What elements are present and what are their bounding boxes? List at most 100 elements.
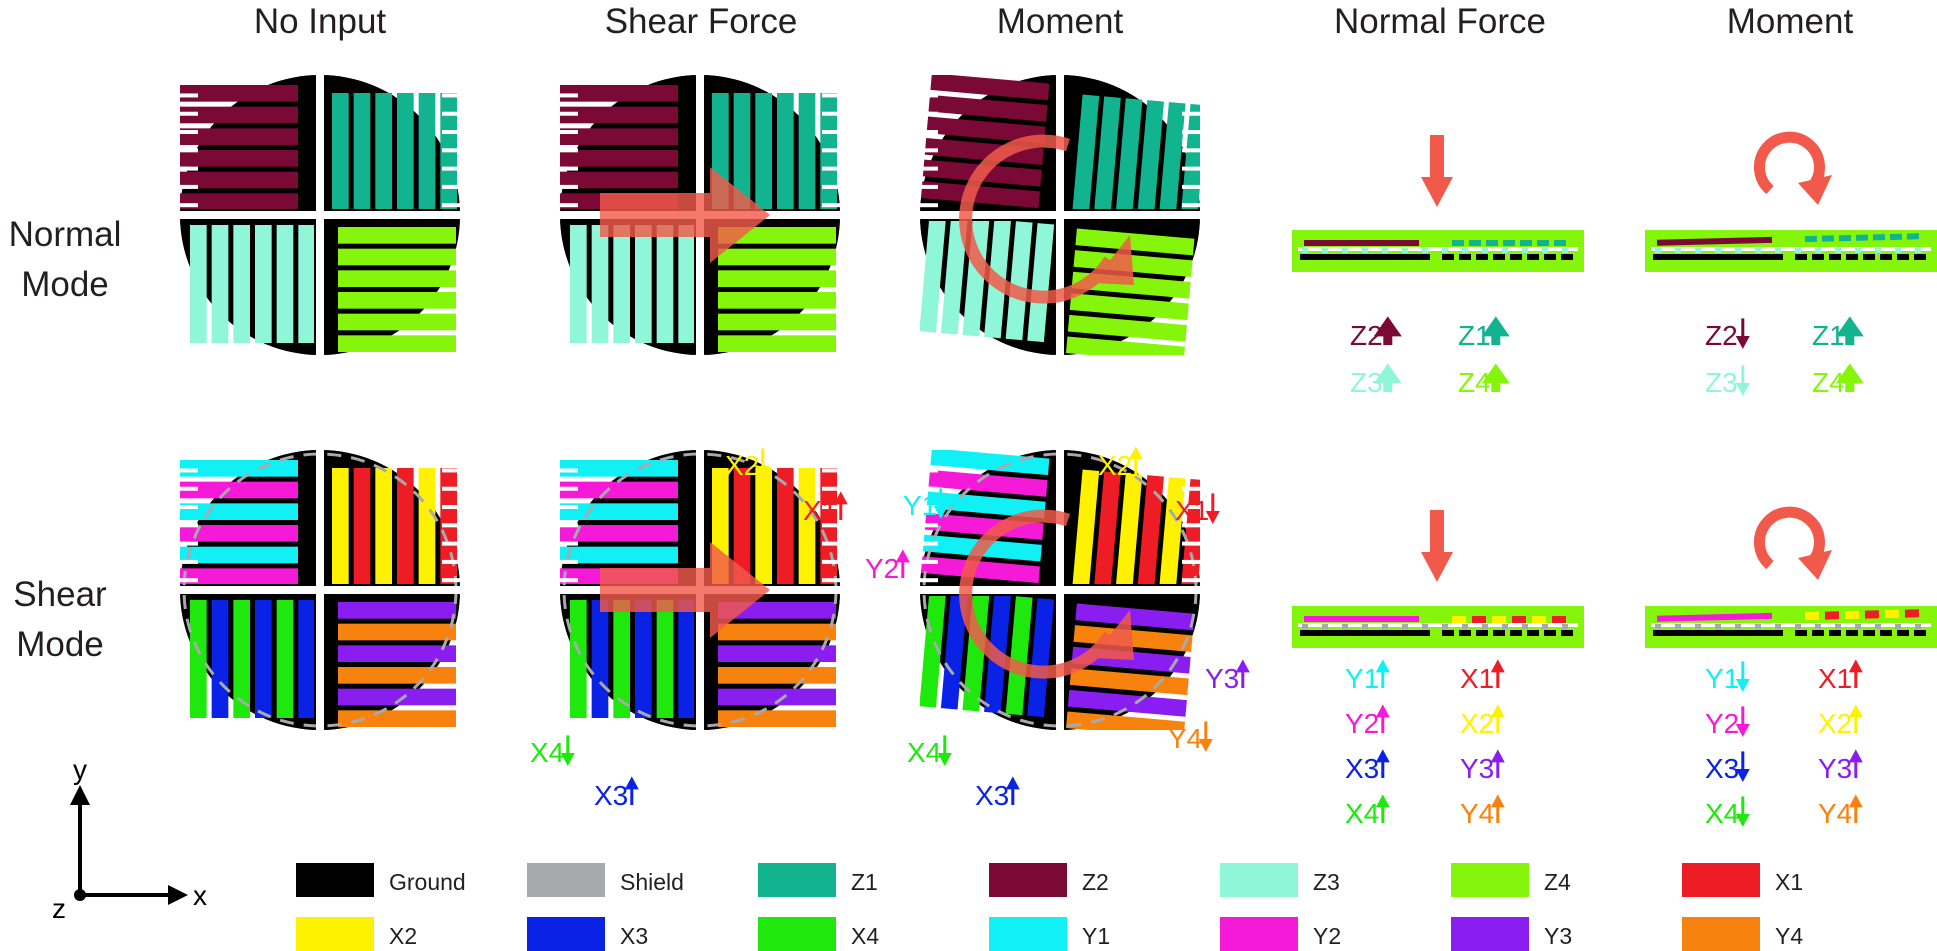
electrode-stripe bbox=[798, 93, 816, 209]
arrow-shaft bbox=[1496, 715, 1500, 733]
direction-label-text: Z3 bbox=[1705, 367, 1738, 398]
electrode-stripe bbox=[1115, 473, 1143, 584]
arrow-head bbox=[1848, 749, 1863, 763]
side-spacer bbox=[1915, 624, 1921, 629]
moment-arrow-arc bbox=[959, 134, 1116, 304]
electrode-stripe bbox=[180, 128, 298, 145]
electrode-stripe bbox=[1137, 100, 1164, 209]
lead-tick bbox=[1182, 130, 1204, 135]
side-ground bbox=[1300, 630, 1430, 636]
electrode-stripe bbox=[1115, 98, 1143, 209]
legend-item: X4 bbox=[758, 917, 879, 951]
quadrant-electrodes bbox=[1072, 94, 1200, 209]
quadrant-electrodes bbox=[1072, 469, 1200, 584]
electrode-stripe bbox=[338, 667, 456, 684]
legend-swatch bbox=[527, 917, 605, 951]
side-spacer bbox=[1895, 624, 1901, 629]
side-ground bbox=[1459, 630, 1471, 636]
lead-tick bbox=[1182, 93, 1204, 98]
electrode-stripe bbox=[180, 546, 298, 564]
electrode-stripe bbox=[635, 600, 652, 718]
side-spacer bbox=[1895, 248, 1901, 253]
lead-tick bbox=[1182, 166, 1204, 171]
arrow-head bbox=[1373, 316, 1402, 337]
direction-label: X2 bbox=[725, 448, 770, 481]
electrode-stripe bbox=[920, 181, 1040, 209]
side-ground bbox=[1653, 254, 1783, 260]
arrow-shaft bbox=[1491, 381, 1501, 392]
arrow-shaft bbox=[1741, 661, 1745, 681]
normal-force-arrow bbox=[1421, 135, 1453, 207]
side-spacer bbox=[1855, 624, 1861, 629]
legend-item: X3 bbox=[527, 917, 648, 951]
electrode-stripe bbox=[338, 335, 456, 352]
arrow-head bbox=[1490, 659, 1505, 673]
legend-label: Y1 bbox=[1082, 923, 1110, 949]
electrode-stripe bbox=[255, 225, 272, 343]
electrode-stripe bbox=[560, 525, 678, 542]
electrode-stripe bbox=[678, 225, 694, 343]
arrow-shaft bbox=[1211, 493, 1215, 513]
lead-tick bbox=[822, 559, 844, 564]
direction-label: X1 bbox=[1175, 493, 1220, 526]
side-electrode bbox=[1503, 240, 1515, 246]
electrode-stripe bbox=[1075, 228, 1195, 256]
electrode-stripe bbox=[1093, 96, 1121, 209]
direction-label: Z4 bbox=[1812, 363, 1864, 398]
z-axis-dot bbox=[74, 889, 86, 901]
electrode-stripe bbox=[962, 221, 990, 337]
legend-swatch bbox=[1220, 863, 1298, 897]
legend-swatch bbox=[296, 863, 374, 897]
legend-swatch bbox=[1451, 863, 1529, 897]
lead-tick bbox=[916, 148, 938, 153]
electrode-stripe bbox=[332, 468, 349, 584]
lead-tick bbox=[176, 111, 198, 116]
side-ground bbox=[1653, 630, 1783, 636]
quadrant-electrodes bbox=[560, 460, 678, 584]
lead-tick bbox=[916, 130, 938, 135]
arrow-shaft bbox=[1011, 787, 1015, 805]
lead-tick bbox=[1182, 184, 1204, 189]
arrow-shaft bbox=[1383, 381, 1393, 392]
arrow-head bbox=[560, 753, 575, 766]
side-spacer bbox=[1302, 248, 1308, 253]
lead-tick bbox=[1182, 486, 1204, 491]
electrode-stripe bbox=[560, 150, 678, 167]
arrow-head bbox=[1490, 794, 1505, 808]
arrow-shaft bbox=[1741, 318, 1745, 338]
side-electrode bbox=[1889, 233, 1903, 241]
lead-tick bbox=[176, 468, 198, 473]
direction-label-text: Y2 bbox=[1705, 708, 1739, 739]
electrode-stripe bbox=[718, 248, 836, 266]
lead-tick bbox=[556, 148, 578, 153]
legend-item: Y1 bbox=[989, 917, 1110, 951]
electrode-stripe bbox=[418, 93, 436, 209]
electrode-stripe bbox=[211, 600, 229, 718]
side-view bbox=[1292, 230, 1584, 272]
side-electrode bbox=[1554, 240, 1566, 246]
quadrant-electrodes bbox=[570, 225, 694, 343]
lead-tick bbox=[556, 486, 578, 491]
electrode-stripe bbox=[1066, 336, 1185, 355]
direction-label: X1 bbox=[1818, 659, 1863, 694]
side-ground bbox=[1544, 254, 1556, 260]
normal-arrow-head bbox=[1421, 552, 1453, 582]
lead-tick bbox=[1182, 468, 1204, 473]
side-spacer bbox=[1795, 248, 1801, 253]
electrode-stripe bbox=[1069, 668, 1189, 696]
quadrant bbox=[180, 221, 314, 355]
electrode-stripe bbox=[560, 171, 678, 189]
lead-tick bbox=[556, 184, 578, 189]
electrode-stripe bbox=[678, 600, 694, 718]
side-moment-arc bbox=[1753, 506, 1825, 570]
legend-swatch bbox=[1220, 917, 1298, 951]
sensor-disk bbox=[176, 73, 464, 357]
side-top-layer bbox=[1656, 233, 1920, 246]
side-ground bbox=[1442, 254, 1454, 260]
side-electrode bbox=[1452, 616, 1466, 624]
legend-label: Y4 bbox=[1775, 923, 1803, 949]
electrode-stripe bbox=[1075, 603, 1195, 631]
electrode-stripe bbox=[798, 468, 816, 584]
electrode-stripe bbox=[924, 513, 1044, 540]
quadrant bbox=[706, 596, 840, 730]
